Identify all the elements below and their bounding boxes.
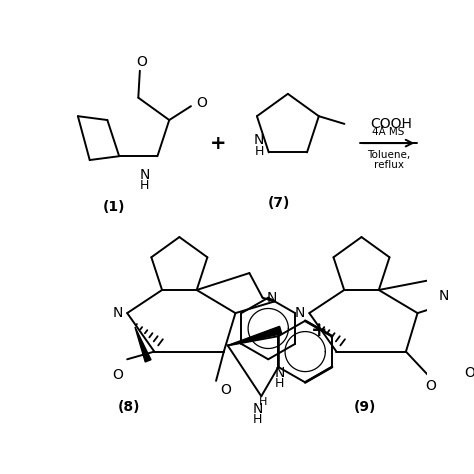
Text: O: O — [112, 368, 123, 382]
Text: (8): (8) — [118, 400, 140, 414]
Text: O: O — [425, 379, 436, 393]
Text: O: O — [464, 366, 474, 380]
Text: 4Å MS: 4Å MS — [373, 128, 405, 137]
Text: (1): (1) — [102, 200, 125, 214]
Text: H: H — [253, 413, 262, 426]
Text: N: N — [439, 289, 449, 303]
Text: H: H — [275, 377, 284, 391]
Text: N: N — [252, 401, 263, 416]
Text: +: + — [310, 321, 327, 340]
Polygon shape — [228, 326, 282, 346]
Text: N: N — [254, 133, 264, 147]
Text: N: N — [139, 168, 150, 182]
Text: N: N — [113, 306, 123, 320]
Text: O: O — [136, 55, 147, 69]
Text: N: N — [267, 291, 277, 305]
Text: H: H — [140, 179, 149, 192]
Text: N: N — [274, 366, 285, 380]
Text: O: O — [220, 383, 231, 397]
Text: H: H — [259, 397, 267, 408]
Text: COOH: COOH — [370, 117, 412, 131]
Text: +: + — [210, 134, 227, 153]
Text: (7): (7) — [267, 196, 290, 210]
Text: N: N — [295, 306, 305, 320]
Text: O: O — [196, 96, 207, 110]
Text: H: H — [254, 145, 264, 158]
Text: (9): (9) — [354, 400, 376, 414]
Polygon shape — [135, 327, 151, 362]
Text: reflux: reflux — [374, 160, 404, 170]
Text: Toluene,: Toluene, — [367, 150, 410, 160]
